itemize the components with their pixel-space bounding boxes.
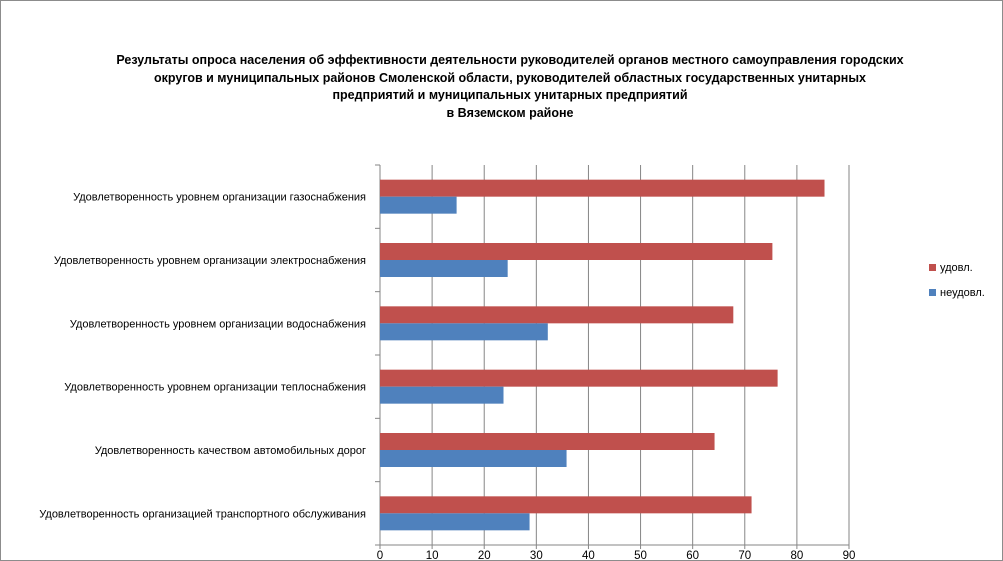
bar-unsatisfied [380,260,508,277]
category-label: Удовлетворенность уровнем организации эл… [54,255,366,267]
legend-swatch [929,264,936,271]
category-label: Удовлетворенность уровнем организации во… [70,318,366,330]
legend-label: удовл. [940,262,973,274]
bar-unsatisfied [380,386,504,404]
category-label: Удовлетворенность организацией транспорт… [39,508,366,520]
bar-unsatisfied [380,323,548,341]
x-tick-label: 60 [686,550,699,561]
bar-satisfied [380,433,715,450]
category-label: Удовлетворенность качеством автомобильны… [95,445,366,457]
bar-satisfied [380,306,734,324]
bar-unsatisfied [380,196,457,214]
x-tick-label: 30 [530,550,543,561]
bar-satisfied [380,243,773,260]
x-tick-label: 50 [634,550,647,561]
chart-title: Результаты опроса населения об эффективн… [116,53,904,120]
x-tick-label: 40 [582,550,595,561]
legend-swatch [929,289,936,296]
bar-satisfied [380,179,825,197]
bar-unsatisfied [380,513,530,531]
category-label: Удовлетворенность уровнем организации те… [64,382,366,394]
x-tick-label: 20 [478,550,491,561]
category-label: Удовлетворенность уровнем организации га… [73,192,366,204]
x-tick-label: 80 [790,550,803,561]
x-tick-label: 0 [377,550,383,561]
x-tick-label: 70 [738,550,751,561]
bar-unsatisfied [380,450,567,467]
x-tick-label: 90 [843,550,856,561]
bar-satisfied [380,369,778,387]
bar-satisfied [380,496,752,514]
legend-label: неудовл. [940,287,985,299]
x-tick-label: 10 [426,550,439,561]
